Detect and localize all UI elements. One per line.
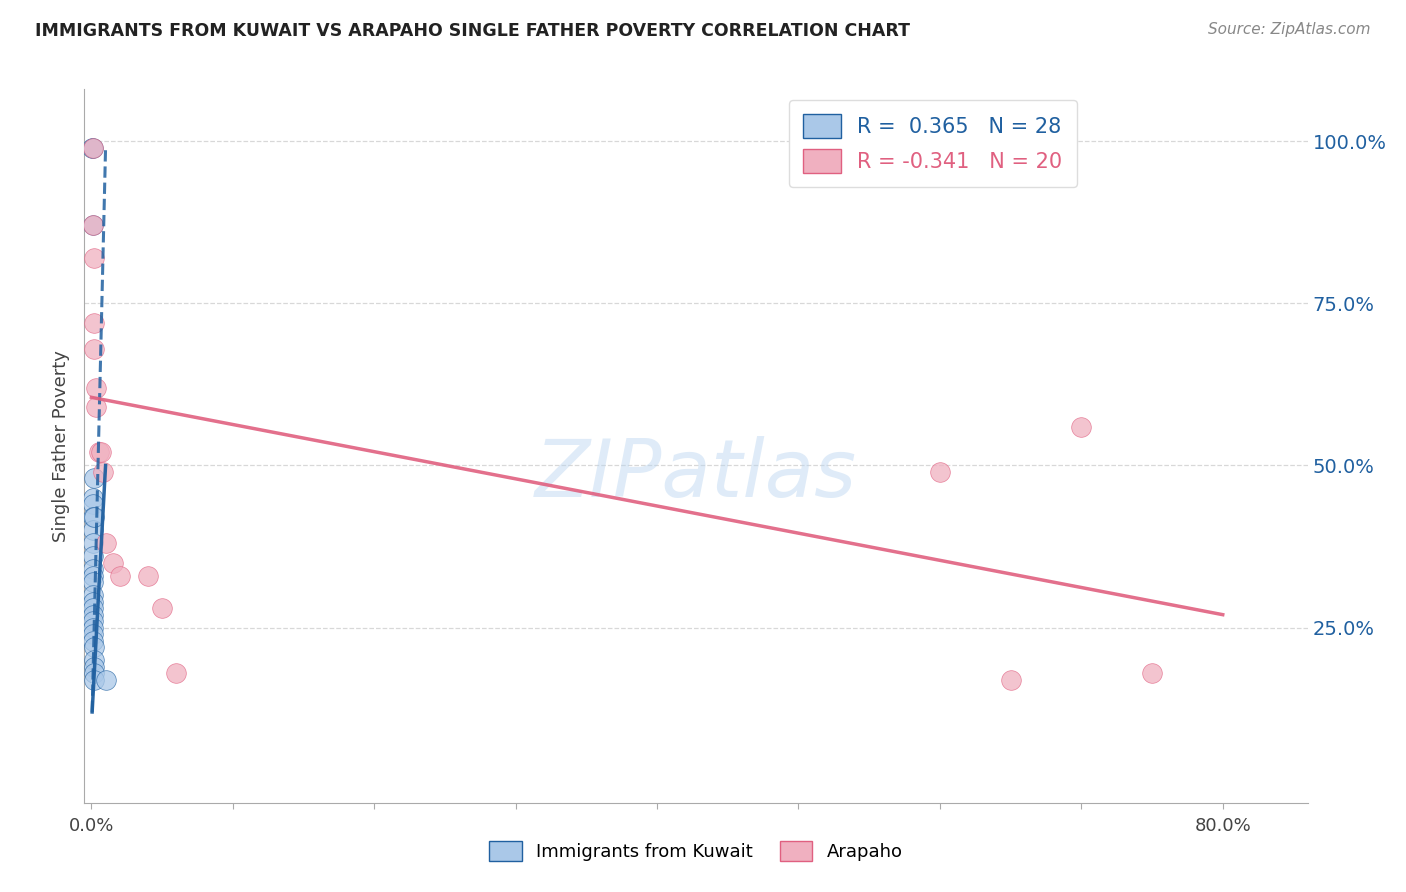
Point xyxy=(82,219,104,233)
Point xyxy=(90,445,112,459)
Point xyxy=(1070,419,1092,434)
Point xyxy=(84,381,107,395)
Point xyxy=(101,556,124,570)
Y-axis label: Single Father Poverty: Single Father Poverty xyxy=(52,350,70,542)
Text: Source: ZipAtlas.com: Source: ZipAtlas.com xyxy=(1208,22,1371,37)
Point xyxy=(1000,673,1022,687)
Point xyxy=(83,342,105,356)
Point xyxy=(83,251,105,265)
Point xyxy=(82,568,104,582)
Point xyxy=(82,614,104,628)
Point xyxy=(165,666,187,681)
Point xyxy=(82,497,104,511)
Point xyxy=(82,140,104,154)
Point xyxy=(82,140,104,154)
Point xyxy=(82,219,104,233)
Legend: Immigrants from Kuwait, Arapaho: Immigrants from Kuwait, Arapaho xyxy=(478,830,914,872)
Point xyxy=(83,666,105,681)
Point xyxy=(82,536,104,550)
Point xyxy=(136,568,159,582)
Point xyxy=(83,640,105,654)
Point xyxy=(928,465,950,479)
Point xyxy=(87,445,110,459)
Point xyxy=(82,607,104,622)
Point xyxy=(83,471,105,485)
Point xyxy=(108,568,131,582)
Point xyxy=(82,524,104,538)
Point xyxy=(91,465,114,479)
Point xyxy=(86,400,108,414)
Point xyxy=(83,673,105,687)
Point xyxy=(82,601,104,615)
Point xyxy=(82,562,104,576)
Point xyxy=(1140,666,1163,681)
Text: ZIPatlas: ZIPatlas xyxy=(534,435,858,514)
Point xyxy=(83,316,105,330)
Point xyxy=(82,491,104,505)
Point xyxy=(82,627,104,641)
Point xyxy=(82,621,104,635)
Point xyxy=(82,588,104,602)
Point xyxy=(83,653,105,667)
Point xyxy=(83,659,105,673)
Point xyxy=(94,673,117,687)
Point xyxy=(150,601,173,615)
Point xyxy=(94,536,117,550)
Point xyxy=(82,140,104,154)
Point xyxy=(82,510,104,524)
Point xyxy=(82,575,104,590)
Text: IMMIGRANTS FROM KUWAIT VS ARAPAHO SINGLE FATHER POVERTY CORRELATION CHART: IMMIGRANTS FROM KUWAIT VS ARAPAHO SINGLE… xyxy=(35,22,910,40)
Point xyxy=(82,595,104,609)
Point xyxy=(83,510,105,524)
Point xyxy=(82,633,104,648)
Point xyxy=(82,549,104,564)
